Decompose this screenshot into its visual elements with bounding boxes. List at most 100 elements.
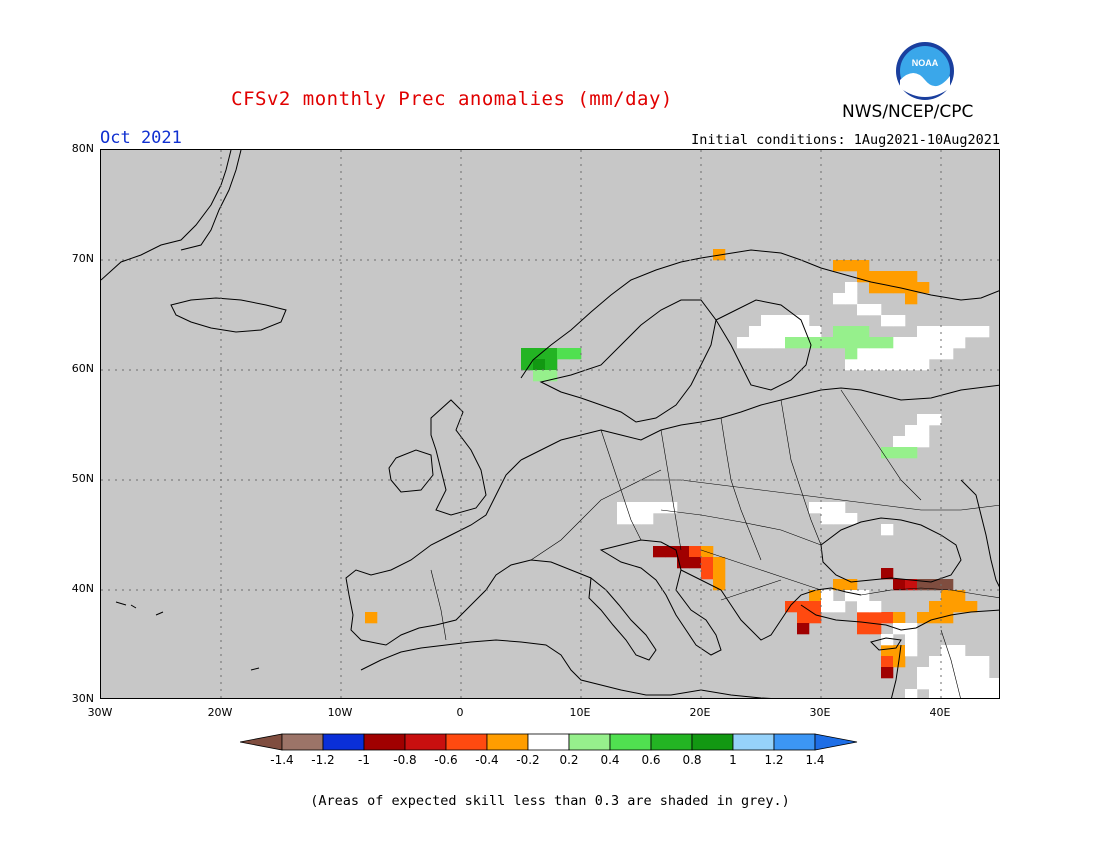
- anomaly-cell: [941, 590, 954, 602]
- anomaly-cell: [929, 678, 942, 690]
- anomaly-cells: [365, 249, 999, 698]
- anomaly-cell: [653, 546, 666, 558]
- anomaly-cell: [953, 326, 966, 338]
- anomaly-cell: [989, 689, 999, 698]
- anomaly-cell: [893, 271, 906, 283]
- anomaly-cell: [905, 645, 918, 657]
- anomaly-cell: [917, 359, 930, 371]
- map-title: CFSv2 monthly Prec anomalies (mm/day): [231, 88, 673, 110]
- latitude-label: 30N: [71, 692, 94, 705]
- forecast-month: Oct 2021: [100, 128, 182, 148]
- anomaly-cell: [881, 656, 894, 668]
- anomaly-cell: [953, 601, 966, 613]
- anomaly-cell: [689, 557, 702, 569]
- anomaly-cell: [845, 348, 858, 360]
- anomaly-cell: [785, 315, 798, 327]
- anomaly-cell: [941, 645, 954, 657]
- anomaly-cell: [557, 348, 570, 360]
- colorbar-swatch: [281, 733, 324, 751]
- anomaly-cell: [977, 656, 990, 668]
- anomaly-cell: [821, 337, 834, 349]
- anomaly-cell: [977, 689, 990, 698]
- anomaly-cell: [857, 326, 870, 338]
- anomaly-cell: [821, 601, 834, 613]
- anomaly-map: [100, 149, 1000, 699]
- anomaly-cell: [953, 337, 966, 349]
- anomaly-cell: [917, 348, 930, 360]
- anomaly-cell: [641, 502, 654, 514]
- anomaly-cell: [893, 315, 906, 327]
- anomaly-cell: [881, 337, 894, 349]
- anomaly-cell: [857, 359, 870, 371]
- anomaly-cell: [845, 326, 858, 338]
- longitude-label: 10E: [569, 706, 591, 719]
- anomaly-cell: [545, 370, 558, 382]
- anomaly-cell: [785, 337, 798, 349]
- anomaly-cell: [905, 271, 918, 283]
- anomaly-cell: [929, 656, 942, 668]
- latitude-label: 40N: [71, 582, 94, 595]
- anomaly-cell: [845, 513, 858, 525]
- colorbar-label: -0.8: [393, 753, 417, 767]
- anomaly-cell: [845, 590, 858, 602]
- anomaly-cell: [881, 612, 894, 624]
- colorbar-label: 0.2: [559, 753, 579, 767]
- anomaly-cell: [989, 678, 999, 690]
- anomaly-cell: [533, 370, 546, 382]
- anomaly-cell: [881, 348, 894, 360]
- anomaly-cell: [977, 678, 990, 690]
- anomaly-cell: [533, 359, 546, 371]
- anomaly-cell: [869, 612, 882, 624]
- colorbar-swatch: [773, 733, 816, 751]
- colorbar: [240, 733, 858, 751]
- country-borders: [430, 389, 999, 698]
- anomaly-cell: [917, 337, 930, 349]
- anomaly-cell: [809, 326, 822, 338]
- anomaly-cell: [521, 359, 534, 371]
- anomaly-cell: [701, 546, 714, 558]
- anomaly-cell: [953, 656, 966, 668]
- anomaly-cell: [941, 326, 954, 338]
- anomaly-cell: [953, 667, 966, 679]
- anomaly-cell: [545, 348, 558, 360]
- anomaly-cell: [809, 502, 822, 514]
- latitude-label: 80N: [71, 142, 94, 155]
- colorbar-label: -0.6: [434, 753, 458, 767]
- anomaly-cell: [893, 359, 906, 371]
- anomaly-cell: [953, 590, 966, 602]
- longitude-label: 20W: [207, 706, 233, 719]
- anomaly-cell: [365, 612, 378, 624]
- anomaly-cell: [977, 667, 990, 679]
- colorbar-label: 1.2: [764, 753, 784, 767]
- anomaly-cell: [857, 612, 870, 624]
- anomaly-cell: [929, 414, 942, 426]
- anomaly-cell: [833, 502, 846, 514]
- colorbar-label: -1.4: [270, 753, 294, 767]
- noaa-logo-icon: NOAA: [894, 40, 956, 106]
- initial-conditions: Initial conditions: 1Aug2021-10Aug2021: [691, 132, 1000, 148]
- anomaly-cell: [881, 282, 894, 294]
- anomaly-cell: [845, 579, 858, 591]
- colorbar-label: -0.4: [475, 753, 499, 767]
- anomaly-cell: [965, 678, 978, 690]
- longitude-label: 10W: [327, 706, 353, 719]
- anomaly-cell: [869, 282, 882, 294]
- anomaly-cell: [917, 414, 930, 426]
- anomaly-cell: [653, 502, 666, 514]
- anomaly-cell: [833, 326, 846, 338]
- anomaly-cell: [953, 645, 966, 657]
- anomaly-cell: [713, 579, 726, 591]
- anomaly-cell: [869, 348, 882, 360]
- colorbar-label: 0.6: [641, 753, 661, 767]
- anomaly-cell: [881, 667, 894, 679]
- colorbar-low-triangle: [240, 733, 283, 751]
- graticule: [101, 150, 999, 698]
- anomaly-cell: [833, 337, 846, 349]
- anomaly-cell: [941, 656, 954, 668]
- anomaly-cell: [941, 678, 954, 690]
- anomaly-cell: [881, 447, 894, 459]
- anomaly-cell: [845, 260, 858, 272]
- anomaly-cell: [881, 315, 894, 327]
- latitude-label: 50N: [71, 472, 94, 485]
- anomaly-cell: [641, 513, 654, 525]
